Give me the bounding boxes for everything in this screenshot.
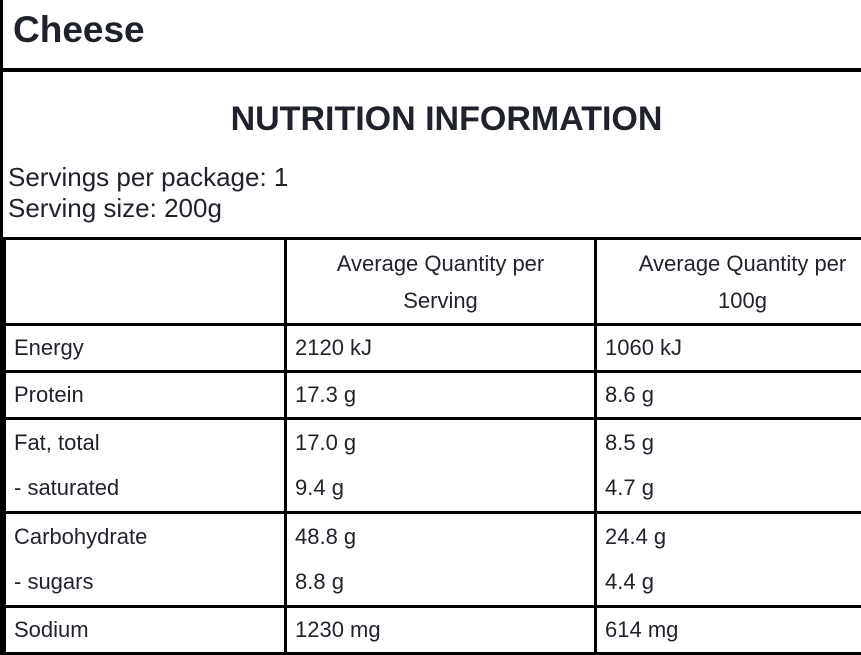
servings-per-package: Servings per package: 1 [8,162,861,193]
per100-value: 614 mg [596,607,861,654]
table-row-saturated: - saturated 9.4 g 4.7 g [5,466,861,513]
serving-value: 17.0 g [286,419,596,466]
per100-value: 8.5 g [596,419,861,466]
header-row: Average Quantity per Serving Average Qua… [5,239,861,325]
nutrient-label: Sodium [5,607,286,654]
table-row-sugars: - sugars 8.8 g 4.4 g [5,560,861,607]
table-row-fat-total: Fat, total 17.0 g 8.5 g [5,419,861,466]
header-average-per-100g: Average Quantity per 100g [596,239,861,325]
nutrition-table-header: Average Quantity per Serving Average Qua… [5,239,861,325]
serving-value: 48.8 g [286,513,596,560]
header-average-per-serving: Average Quantity per Serving [286,239,596,325]
serving-size: Serving size: 200g [8,193,861,224]
table-row-energy: Energy 2120 kJ 1060 kJ [5,325,861,372]
serving-value: 9.4 g [286,466,596,513]
nutrient-label: Protein [5,372,286,419]
table-row-carbohydrate: Carbohydrate 48.8 g 24.4 g [5,513,861,560]
table-row-sodium: Sodium 1230 mg 614 mg [5,607,861,654]
nutrition-heading: NUTRITION INFORMATION [8,100,861,138]
per100-value: 4.7 g [596,466,861,513]
title-bar: Cheese [3,0,861,72]
serving-value: 17.3 g [286,372,596,419]
serving-value: 2120 kJ [286,325,596,372]
nutrient-label: Carbohydrate [5,513,286,560]
per100-value: 24.4 g [596,513,861,560]
page-title: Cheese [13,11,145,48]
serving-value: 1230 mg [286,607,596,654]
nutrition-info-section: NUTRITION INFORMATION Servings per packa… [3,72,861,224]
nutrient-label: Fat, total [5,419,286,466]
table-row-protein: Protein 17.3 g 8.6 g [5,372,861,419]
serving-value: 8.8 g [286,560,596,607]
per100-value: 4.4 g [596,560,861,607]
nutrient-label: - saturated [5,466,286,513]
nutrient-label: - sugars [5,560,286,607]
header-empty-cell [5,239,286,325]
nutrient-label: Energy [5,325,286,372]
per100-value: 8.6 g [596,372,861,419]
per100-value: 1060 kJ [596,325,861,372]
nutrition-table: Average Quantity per Serving Average Qua… [3,237,861,655]
